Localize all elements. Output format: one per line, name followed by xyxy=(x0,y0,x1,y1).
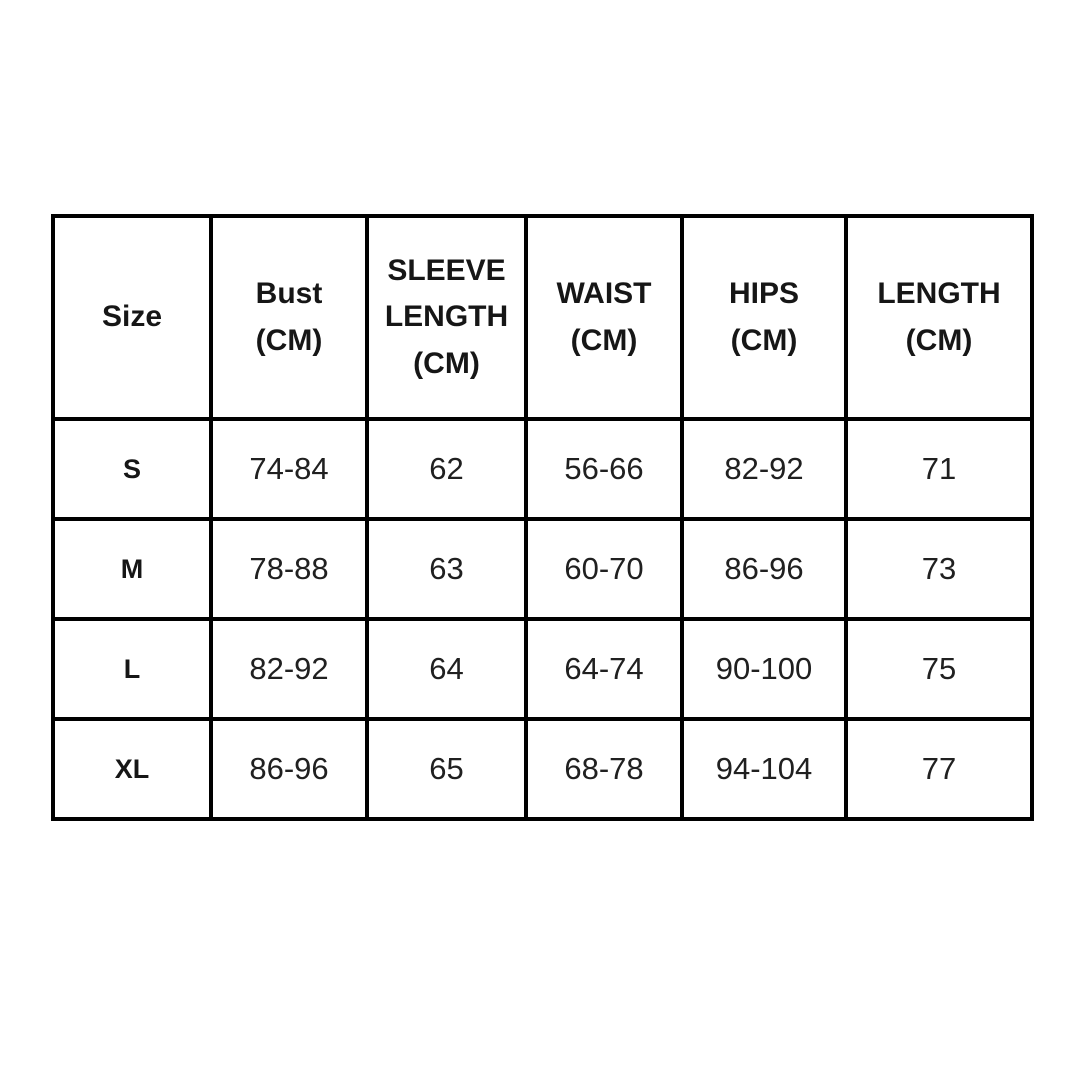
length-cell: 73 xyxy=(844,517,1034,621)
size-cell: M xyxy=(51,517,213,621)
bust-cell: 86-96 xyxy=(209,717,369,821)
bust-cell: 74-84 xyxy=(209,417,369,521)
length-cell: 71 xyxy=(844,417,1034,521)
length-cell: 75 xyxy=(844,617,1034,721)
waist-cell: 68-78 xyxy=(524,717,684,821)
length-cell: 77 xyxy=(844,717,1034,821)
waist-cell: 56-66 xyxy=(524,417,684,521)
col-header-length: LENGTH (CM) xyxy=(844,214,1034,421)
sleeve-length-cell: 63 xyxy=(365,517,528,621)
hips-cell: 82-92 xyxy=(680,417,848,521)
header-row: Size Bust (CM) SLEEVE LENGTH (CM) WAIST … xyxy=(51,214,1034,421)
bust-cell: 78-88 xyxy=(209,517,369,621)
size-cell: S xyxy=(51,417,213,521)
size-chart-table: Size Bust (CM) SLEEVE LENGTH (CM) WAIST … xyxy=(51,214,1034,821)
table-row-m: M 78-88 63 60-70 86-96 73 xyxy=(51,517,1034,621)
hips-cell: 94-104 xyxy=(680,717,848,821)
table-row-l: L 82-92 64 64-74 90-100 75 xyxy=(51,617,1034,721)
bust-cell: 82-92 xyxy=(209,617,369,721)
hips-cell: 86-96 xyxy=(680,517,848,621)
waist-cell: 64-74 xyxy=(524,617,684,721)
col-header-bust: Bust (CM) xyxy=(209,214,369,421)
table-row-s: S 74-84 62 56-66 82-92 71 xyxy=(51,417,1034,521)
waist-cell: 60-70 xyxy=(524,517,684,621)
hips-cell: 90-100 xyxy=(680,617,848,721)
sleeve-length-cell: 65 xyxy=(365,717,528,821)
col-header-waist: WAIST (CM) xyxy=(524,214,684,421)
col-header-size: Size xyxy=(51,214,213,421)
size-cell: XL xyxy=(51,717,213,821)
sleeve-length-cell: 64 xyxy=(365,617,528,721)
col-header-hips: HIPS (CM) xyxy=(680,214,848,421)
table-row-xl: XL 86-96 65 68-78 94-104 77 xyxy=(51,717,1034,821)
col-header-sleeve-length: SLEEVE LENGTH (CM) xyxy=(365,214,528,421)
size-cell: L xyxy=(51,617,213,721)
sleeve-length-cell: 62 xyxy=(365,417,528,521)
